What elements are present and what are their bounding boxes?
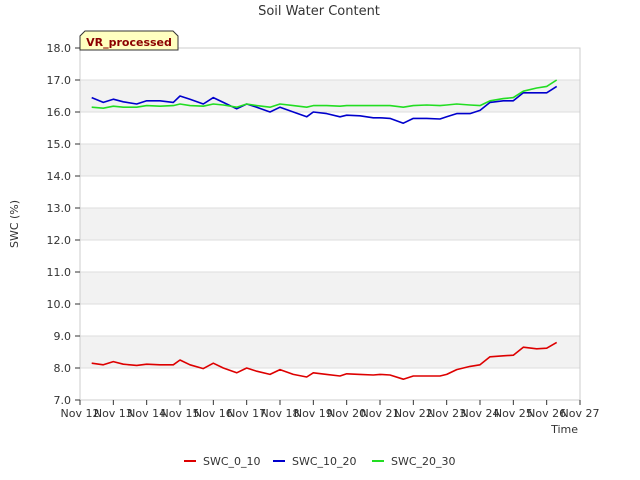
plot-band <box>80 336 580 368</box>
y-axis: 7.0 8.0 9.0 10.0 11.0 12.0 13.0 14.0 15.0 16.0 17.… <box>47 42 80 407</box>
x-tick-label: Nov 27 <box>561 407 600 420</box>
y-tick-label: 9.0 <box>54 330 72 343</box>
badge-shape <box>79 30 179 51</box>
x-tick-label: Nov 16 <box>194 407 233 420</box>
y-tick-label: 17.0 <box>47 74 72 87</box>
x-tick-label: Nov 18 <box>261 407 300 420</box>
plot-band <box>80 304 580 336</box>
plot-band <box>80 368 580 400</box>
x-tick-label: Nov 12 <box>61 407 100 420</box>
y-axis-title: SWC (%) <box>8 200 21 248</box>
badge-label: VR_processed <box>86 36 172 49</box>
y-tick-label: 12.0 <box>47 234 72 247</box>
y-tick-label: 16.0 <box>47 106 72 119</box>
chart-title: Soil Water Content <box>258 4 380 19</box>
legend-label: SWC_0_10 <box>203 455 261 468</box>
y-tick-label: 11.0 <box>47 266 72 279</box>
legend: SWC_0_10 SWC_10_20 SWC_20_30 <box>184 455 456 468</box>
plot-band <box>80 144 580 176</box>
y-tick-label: 18.0 <box>47 42 72 55</box>
x-tick-label: Nov 21 <box>361 407 400 420</box>
x-tick-label: Nov 19 <box>294 407 333 420</box>
x-tick-label: Nov 25 <box>494 407 533 420</box>
y-tick-label: 13.0 <box>47 202 72 215</box>
x-tick-label: Nov 14 <box>127 407 166 420</box>
y-tick-label: 14.0 <box>47 170 72 183</box>
legend-label: SWC_10_20 <box>292 455 357 468</box>
plot-band <box>80 176 580 208</box>
x-axis-title: Time <box>550 423 578 436</box>
plot-frame <box>79 47 581 401</box>
plot-band <box>80 272 580 304</box>
plot-band <box>80 80 580 112</box>
y-tick-label: 10.0 <box>47 298 72 311</box>
x-tick-label: Nov 24 <box>461 407 500 420</box>
x-tick-label: Nov 26 <box>527 407 566 420</box>
y-tick-label: 8.0 <box>54 362 72 375</box>
y-tick-label: 15.0 <box>47 138 72 151</box>
x-tick-label: Nov 15 <box>161 407 200 420</box>
y-tick-label: 7.0 <box>54 394 72 407</box>
plot-band <box>80 208 580 240</box>
vr-processed-badge: VR_processed <box>79 30 179 51</box>
x-tick-label: Nov 23 <box>427 407 466 420</box>
legend-label: SWC_20_30 <box>391 455 456 468</box>
plot-background <box>80 48 580 400</box>
plot-band <box>80 240 580 272</box>
plot-band <box>80 48 580 80</box>
plot-band <box>80 112 580 144</box>
series-line-swc-10-20 <box>91 85 558 124</box>
x-tick-label: Nov 22 <box>394 407 433 420</box>
series-line-swc-20-30 <box>91 79 558 109</box>
x-tick-label: Nov 20 <box>327 407 366 420</box>
series-layer <box>91 79 558 381</box>
x-tick-label: Nov 17 <box>227 407 266 420</box>
x-tick-label: Nov 13 <box>94 407 133 420</box>
series-line-swc-0-10 <box>91 341 558 381</box>
